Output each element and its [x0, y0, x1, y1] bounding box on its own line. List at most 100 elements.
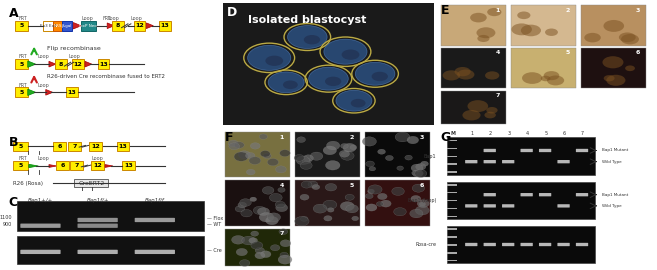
- Polygon shape: [147, 23, 153, 29]
- Text: Loop: Loop: [37, 156, 49, 161]
- Circle shape: [300, 216, 308, 221]
- FancyBboxPatch shape: [55, 59, 67, 69]
- Text: 5: 5: [566, 50, 570, 55]
- FancyBboxPatch shape: [520, 149, 533, 152]
- FancyBboxPatch shape: [502, 243, 514, 246]
- FancyBboxPatch shape: [447, 208, 457, 209]
- Circle shape: [280, 252, 288, 258]
- Text: 6: 6: [419, 183, 424, 188]
- FancyBboxPatch shape: [70, 161, 83, 170]
- Circle shape: [486, 107, 497, 114]
- Text: Loop: Loop: [37, 54, 49, 59]
- Text: 5: 5: [350, 183, 354, 188]
- Circle shape: [265, 217, 279, 225]
- Circle shape: [238, 202, 246, 208]
- Text: — Cre: — Cre: [207, 248, 221, 253]
- FancyBboxPatch shape: [447, 226, 595, 263]
- Circle shape: [283, 80, 298, 89]
- Circle shape: [262, 187, 274, 194]
- Circle shape: [372, 72, 388, 81]
- Text: 4: 4: [526, 131, 529, 136]
- FancyBboxPatch shape: [447, 156, 457, 157]
- Circle shape: [342, 49, 359, 60]
- Circle shape: [275, 166, 286, 173]
- FancyBboxPatch shape: [15, 21, 28, 31]
- FancyBboxPatch shape: [539, 149, 551, 152]
- Circle shape: [261, 251, 271, 258]
- Text: 6: 6: [57, 144, 62, 149]
- FancyBboxPatch shape: [62, 21, 72, 31]
- Text: 2: 2: [489, 131, 492, 136]
- Circle shape: [420, 161, 428, 166]
- FancyBboxPatch shape: [135, 250, 175, 254]
- Text: 5: 5: [19, 23, 24, 28]
- Circle shape: [411, 164, 423, 172]
- Polygon shape: [29, 164, 38, 168]
- FancyBboxPatch shape: [365, 132, 430, 177]
- Circle shape: [288, 26, 327, 48]
- FancyBboxPatch shape: [74, 179, 108, 187]
- Text: G: G: [441, 130, 451, 144]
- Circle shape: [325, 161, 340, 170]
- Text: Flip recombinase: Flip recombinase: [47, 46, 101, 51]
- Text: F: F: [225, 130, 233, 144]
- Circle shape: [281, 240, 291, 247]
- Circle shape: [304, 155, 313, 161]
- FancyBboxPatch shape: [447, 252, 457, 254]
- Circle shape: [397, 166, 403, 170]
- Circle shape: [478, 35, 489, 42]
- Circle shape: [405, 155, 413, 160]
- FancyBboxPatch shape: [78, 218, 118, 222]
- Circle shape: [249, 238, 258, 243]
- FancyBboxPatch shape: [539, 243, 551, 246]
- FancyBboxPatch shape: [576, 193, 588, 196]
- Circle shape: [240, 260, 250, 266]
- FancyBboxPatch shape: [484, 193, 496, 196]
- Circle shape: [246, 153, 255, 159]
- Circle shape: [463, 110, 480, 120]
- Polygon shape: [74, 22, 81, 29]
- Text: CreERT2: CreERT2: [78, 181, 104, 186]
- FancyBboxPatch shape: [447, 184, 457, 185]
- Text: Bap1f/+: Bap1f/+: [86, 198, 109, 203]
- Circle shape: [255, 247, 265, 254]
- Circle shape: [340, 151, 354, 160]
- Circle shape: [366, 161, 374, 167]
- Circle shape: [419, 202, 426, 206]
- Polygon shape: [49, 165, 57, 167]
- Circle shape: [327, 141, 340, 150]
- FancyBboxPatch shape: [447, 244, 457, 246]
- Text: 12: 12: [93, 163, 102, 168]
- Circle shape: [366, 204, 377, 211]
- Circle shape: [476, 27, 495, 38]
- Circle shape: [547, 75, 564, 85]
- Text: 12: 12: [91, 144, 100, 149]
- FancyBboxPatch shape: [447, 228, 457, 230]
- Circle shape: [296, 156, 309, 165]
- FancyBboxPatch shape: [89, 142, 102, 151]
- Text: A: A: [9, 6, 18, 19]
- Circle shape: [323, 146, 336, 155]
- Text: Bap1: Bap1: [424, 154, 436, 158]
- Text: Isolated blastocyst: Isolated blastocyst: [248, 15, 367, 25]
- Circle shape: [412, 171, 418, 175]
- FancyBboxPatch shape: [484, 160, 496, 163]
- FancyBboxPatch shape: [294, 180, 360, 226]
- Circle shape: [378, 149, 386, 154]
- Text: 3: 3: [635, 8, 640, 13]
- Circle shape: [278, 188, 285, 192]
- Circle shape: [517, 12, 530, 19]
- Circle shape: [376, 202, 384, 206]
- FancyBboxPatch shape: [576, 149, 588, 152]
- Circle shape: [280, 150, 290, 157]
- Circle shape: [258, 208, 269, 215]
- Text: 6: 6: [562, 131, 566, 136]
- FancyBboxPatch shape: [557, 204, 570, 208]
- FancyBboxPatch shape: [447, 182, 595, 219]
- Text: 13: 13: [124, 163, 133, 168]
- Text: 5: 5: [19, 90, 24, 95]
- Circle shape: [378, 193, 387, 200]
- Polygon shape: [49, 61, 56, 67]
- Text: — WT: — WT: [207, 222, 221, 227]
- Text: 900: 900: [3, 222, 12, 227]
